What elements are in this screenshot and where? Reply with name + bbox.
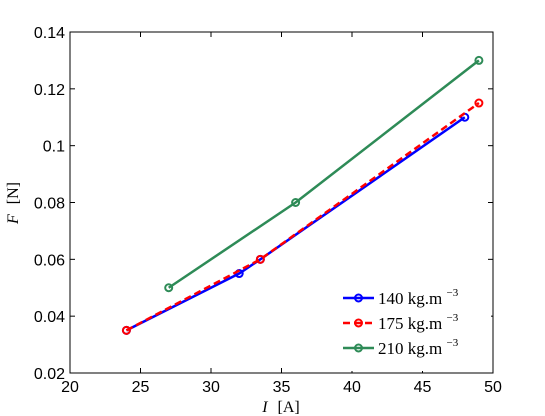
series-line <box>168 59 480 289</box>
x-axis-unit: [A] <box>278 399 300 416</box>
data-point <box>474 98 484 108</box>
legend-entry-210: 210 kg.m −3 <box>343 337 459 358</box>
series-3 <box>164 55 484 293</box>
x-tick-label: 25 <box>132 379 150 396</box>
y-axis-label: F [N] <box>5 182 22 225</box>
x-tick-label: 30 <box>202 379 220 396</box>
series-layer <box>121 55 484 335</box>
x-tick-label: 50 <box>484 379 502 396</box>
legend-label-175: 175 kg.m −3 <box>378 312 459 333</box>
legend-label-140: 140 kg.m −3 <box>378 287 459 308</box>
legend-label-175-sup: −3 <box>446 312 458 324</box>
data-point <box>121 325 131 335</box>
x-tick-label: 45 <box>414 379 432 396</box>
data-point <box>164 283 174 293</box>
legend-label-210-main: 210 kg.m <box>378 339 442 358</box>
y-tick-label: 0.08 <box>34 196 65 213</box>
y-tick-label: 0.12 <box>34 82 65 99</box>
y-axis-unit: [N] <box>5 182 22 204</box>
legend-marker-140 <box>354 293 363 303</box>
legend-label-210: 210 kg.m −3 <box>378 337 459 358</box>
legend-label-210-sup: −3 <box>446 337 458 349</box>
legend-entry-140: 140 kg.m −3 <box>343 287 459 308</box>
x-tick-label: 40 <box>343 379 361 396</box>
legend-label-140-main: 140 kg.m <box>378 289 442 308</box>
data-point <box>255 254 265 264</box>
x-tick-label: 20 <box>61 379 79 396</box>
legend-label-175-main: 175 kg.m <box>378 314 442 333</box>
tick-labels: 20 25 30 35 40 45 50 0.02 0.04 0.06 0.08 0.1 0.12 0.1… <box>34 25 502 396</box>
y-tick-label: 0.14 <box>34 25 65 42</box>
x-axis-label: I [A] <box>261 399 300 416</box>
data-point <box>474 55 484 65</box>
data-point <box>291 198 301 207</box>
series-2 <box>121 98 484 335</box>
series-line <box>125 116 466 332</box>
x-axis-symbol: I <box>261 399 268 416</box>
y-axis-symbol: F <box>5 214 22 225</box>
axis-ticks <box>69 31 494 374</box>
y-tick-label: 0.04 <box>34 309 65 326</box>
legend: 140 kg.m −3 175 kg.m −3 210 kg.m −3 <box>339 284 491 371</box>
legend-label-140-sup: −3 <box>446 287 458 299</box>
legend-entry-175: 175 kg.m −3 <box>343 312 459 333</box>
y-tick-label: 0.06 <box>34 252 65 269</box>
x-tick-label: 35 <box>273 379 291 396</box>
y-tick-label: 0.02 <box>34 366 65 383</box>
legend-marker-210 <box>354 343 363 353</box>
y-tick-label: 0.1 <box>43 139 65 156</box>
series-line <box>125 102 480 332</box>
legend-marker-175 <box>354 318 363 328</box>
